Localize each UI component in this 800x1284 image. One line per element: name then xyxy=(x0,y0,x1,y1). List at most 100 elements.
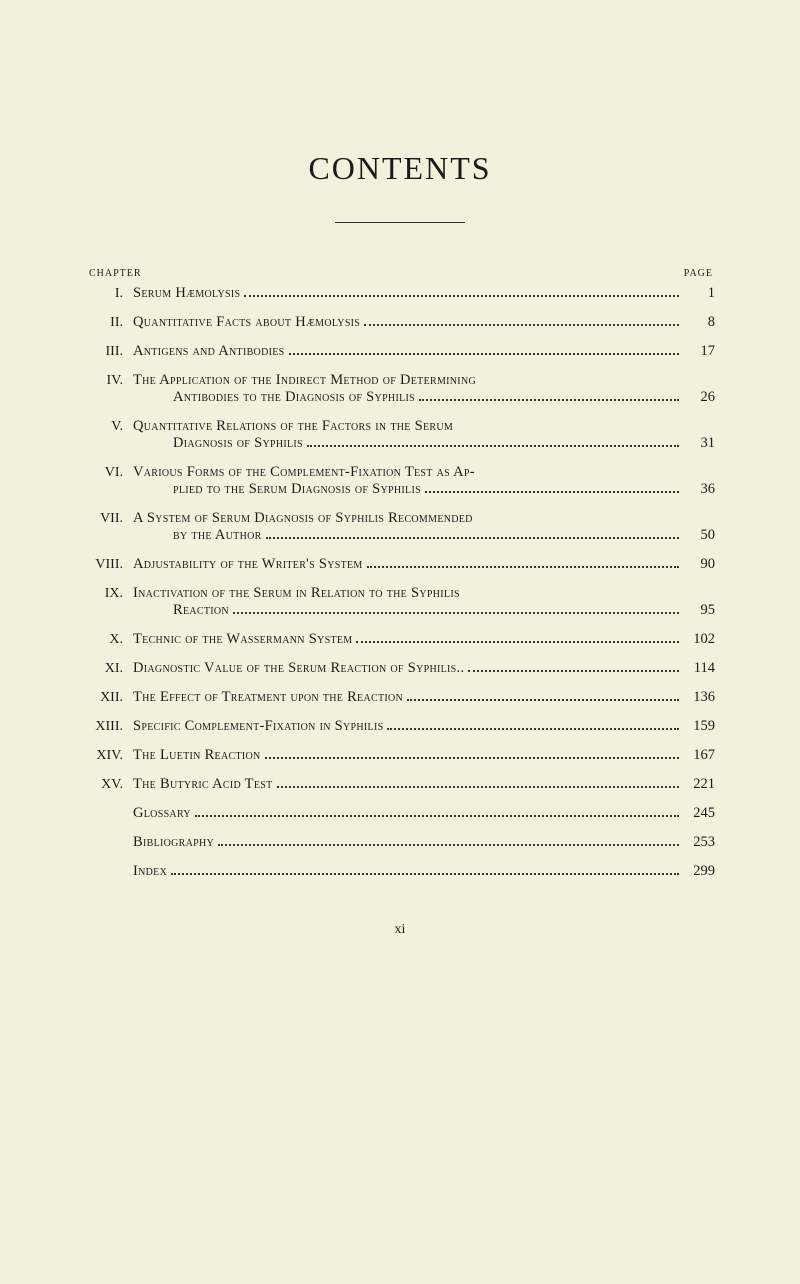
entry-text: Quantitative Relations of the Factors in… xyxy=(133,418,453,435)
toc-entry: III.Antigens and Antibodies 17 xyxy=(85,343,715,360)
leader-dots xyxy=(356,641,679,643)
chapter-numeral: VI. xyxy=(85,464,133,481)
chapter-numeral xyxy=(85,834,133,835)
leader-dots xyxy=(387,728,679,730)
leader-dots xyxy=(307,445,679,447)
column-headers: CHAPTER PAGE xyxy=(85,268,715,279)
entry-body: The Application of the Indirect Method o… xyxy=(133,372,715,406)
entry-line: Adjustability of the Writer's System90 xyxy=(133,556,715,573)
leader-dots xyxy=(233,612,679,614)
entry-body: Various Forms of the Complement-Fixation… xyxy=(133,464,715,498)
leader-dots xyxy=(289,353,679,355)
chapter-numeral: XI. xyxy=(85,660,133,677)
chapter-header: CHAPTER xyxy=(85,268,142,279)
page-number: 50 xyxy=(683,527,715,544)
entry-text: Bibliography xyxy=(133,834,214,851)
entry-body: Bibliography 253 xyxy=(133,834,715,851)
chapter-numeral: X. xyxy=(85,631,133,648)
entry-line: Bibliography 253 xyxy=(133,834,715,851)
chapter-numeral: XIII. xyxy=(85,718,133,735)
entry-line: The Butyric Acid Test221 xyxy=(133,776,715,793)
page-number: 136 xyxy=(683,689,715,706)
entry-text: Antigens and Antibodies xyxy=(133,343,285,360)
leader-dots xyxy=(425,491,679,493)
toc-entry: II.Quantitative Facts about Hæmolysis8 xyxy=(85,314,715,331)
toc-entry: I.Serum Hæmolysis1 xyxy=(85,285,715,302)
leader-dots xyxy=(195,815,679,817)
entry-body: Antigens and Antibodies 17 xyxy=(133,343,715,360)
chapter-numeral: IV. xyxy=(85,372,133,389)
chapter-numeral: IX. xyxy=(85,585,133,602)
chapter-numeral: III. xyxy=(85,343,133,360)
chapter-numeral: VII. xyxy=(85,510,133,527)
toc-entry: XI.Diagnostic Value of the Serum Reactio… xyxy=(85,660,715,677)
page-header: PAGE xyxy=(684,268,715,279)
page-footer: xi xyxy=(85,922,715,938)
entry-line: Diagnosis of Syphilis31 xyxy=(133,435,715,452)
entry-text: Various Forms of the Complement-Fixation… xyxy=(133,464,475,481)
chapter-numeral: I. xyxy=(85,285,133,302)
entry-text: Reaction xyxy=(133,602,229,619)
entry-text: Index xyxy=(133,863,167,880)
chapter-numeral: II. xyxy=(85,314,133,331)
entry-body: Technic of the Wassermann System102 xyxy=(133,631,715,648)
toc-entry: XIII.Specific Complement-Fixation in Syp… xyxy=(85,718,715,735)
entry-text: A System of Serum Diagnosis of Syphilis … xyxy=(133,510,473,527)
entry-text: The Luetin Reaction xyxy=(133,747,261,764)
chapter-numeral: XV. xyxy=(85,776,133,793)
entry-text: The Application of the Indirect Method o… xyxy=(133,372,476,389)
entry-line: The Application of the Indirect Method o… xyxy=(133,372,715,389)
page-number: 253 xyxy=(683,834,715,851)
entry-text: Specific Complement-Fixation in Syphilis xyxy=(133,718,383,735)
page-number: 36 xyxy=(683,481,715,498)
entry-text: Serum Hæmolysis xyxy=(133,285,240,302)
entry-body: The Effect of Treatment upon the Reactio… xyxy=(133,689,715,706)
page-number: 159 xyxy=(683,718,715,735)
leader-dots xyxy=(277,786,679,788)
entry-line: Technic of the Wassermann System102 xyxy=(133,631,715,648)
entry-line: Index 299 xyxy=(133,863,715,880)
toc-entry: Bibliography 253 xyxy=(85,834,715,851)
entry-text: Glossary xyxy=(133,805,191,822)
entry-line: Diagnostic Value of the Serum Reaction o… xyxy=(133,660,715,677)
entry-text: Antibodies to the Diagnosis of Syphilis xyxy=(133,389,415,406)
toc-entry: X.Technic of the Wassermann System102 xyxy=(85,631,715,648)
chapter-numeral xyxy=(85,805,133,806)
entry-text: Diagnosis of Syphilis xyxy=(133,435,303,452)
entry-text: plied to the Serum Diagnosis of Syphilis xyxy=(133,481,421,498)
toc-entry: Glossary 245 xyxy=(85,805,715,822)
page-number: 299 xyxy=(683,863,715,880)
page-number: 245 xyxy=(683,805,715,822)
toc-entry: XIV.The Luetin Reaction 167 xyxy=(85,747,715,764)
page-number: 17 xyxy=(683,343,715,360)
entry-line: A System of Serum Diagnosis of Syphilis … xyxy=(133,510,715,527)
chapter-numeral xyxy=(85,863,133,864)
chapter-numeral: XII. xyxy=(85,689,133,706)
chapter-numeral: VIII. xyxy=(85,556,133,573)
entry-body: The Luetin Reaction 167 xyxy=(133,747,715,764)
entry-line: Specific Complement-Fixation in Syphilis… xyxy=(133,718,715,735)
entry-line: Inactivation of the Serum in Relation to… xyxy=(133,585,715,602)
entry-body: Diagnostic Value of the Serum Reaction o… xyxy=(133,660,715,677)
entry-body: Quantitative Relations of the Factors in… xyxy=(133,418,715,452)
entry-line: Antibodies to the Diagnosis of Syphilis2… xyxy=(133,389,715,406)
toc-entry: XII.The Effect of Treatment upon the Rea… xyxy=(85,689,715,706)
chapter-numeral: XIV. xyxy=(85,747,133,764)
leader-dots xyxy=(419,399,679,401)
entry-body: A System of Serum Diagnosis of Syphilis … xyxy=(133,510,715,544)
entry-line: Serum Hæmolysis1 xyxy=(133,285,715,302)
leader-dots xyxy=(171,873,679,875)
leader-dots xyxy=(265,757,679,759)
page-number: 167 xyxy=(683,747,715,764)
leader-dots xyxy=(367,566,679,568)
toc-entry: Index 299 xyxy=(85,863,715,880)
entry-body: Serum Hæmolysis1 xyxy=(133,285,715,302)
toc-entry: IV.The Application of the Indirect Metho… xyxy=(85,372,715,406)
entry-line: The Luetin Reaction 167 xyxy=(133,747,715,764)
toc-entry: VI.Various Forms of the Complement-Fixat… xyxy=(85,464,715,498)
entry-text: by the Author xyxy=(133,527,262,544)
entry-text: The Butyric Acid Test xyxy=(133,776,273,793)
entry-line: Antigens and Antibodies 17 xyxy=(133,343,715,360)
page-number: 90 xyxy=(683,556,715,573)
toc-entry: VIII.Adjustability of the Writer's Syste… xyxy=(85,556,715,573)
